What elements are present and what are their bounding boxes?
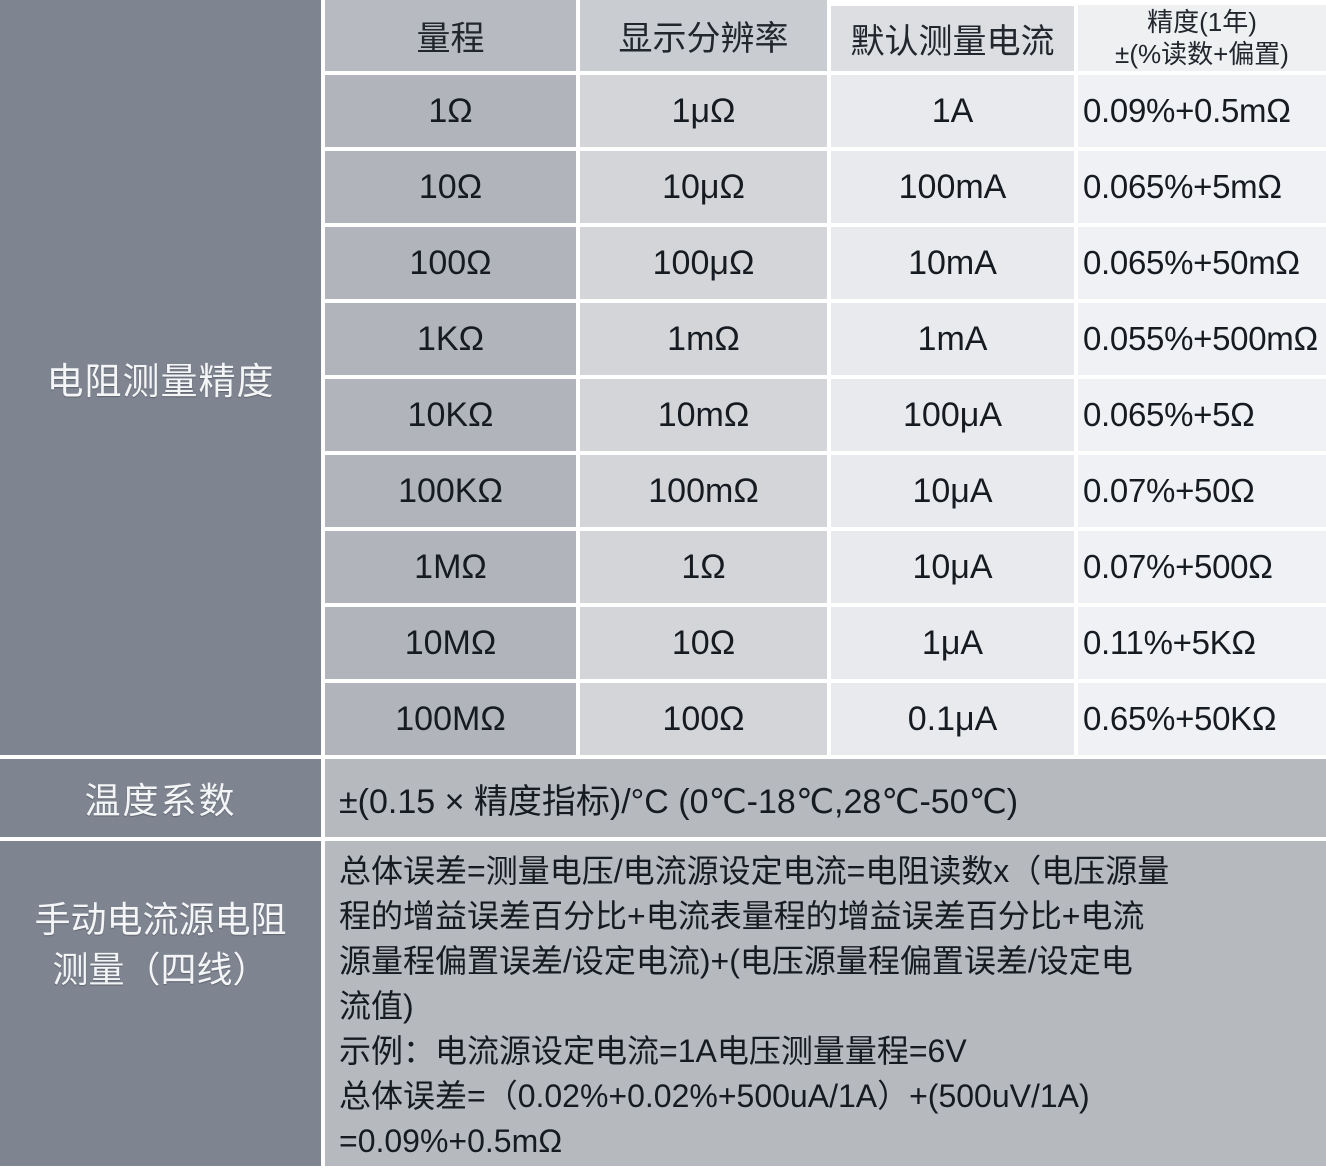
range-cell: 10MΩ	[325, 607, 576, 679]
header-accuracy-line2: ±(%读数+偏置)	[1115, 39, 1289, 69]
resolution-cell: 100mΩ	[580, 455, 827, 527]
range-cell: 100Ω	[325, 227, 576, 299]
section-label-temperature-coefficient: 温度系数	[0, 759, 321, 837]
current-cell: 10μA	[831, 455, 1074, 527]
header-accuracy: 精度(1年) ±(%读数+偏置)	[1078, 0, 1326, 71]
resolution-cell: 100μΩ	[580, 227, 827, 299]
range-cell: 100MΩ	[325, 683, 576, 755]
range-cell: 1KΩ	[325, 303, 576, 375]
temperature-coefficient-value: ±(0.15 × 精度指标)/°C (0℃-18℃,28℃-50℃)	[325, 759, 1326, 837]
accuracy-cell: 0.07%+50Ω	[1078, 455, 1326, 527]
accuracy-cell: 0.065%+5Ω	[1078, 379, 1326, 451]
current-cell: 100mA	[831, 151, 1074, 223]
header-accuracy-line1: 精度(1年)	[1147, 6, 1257, 37]
range-cell: 10KΩ	[325, 379, 576, 451]
range-cell: 10Ω	[325, 151, 576, 223]
current-cell: 10μA	[831, 531, 1074, 603]
accuracy-cell: 0.065%+50mΩ	[1078, 227, 1326, 299]
current-cell: 10mA	[831, 227, 1074, 299]
resolution-cell: 10mΩ	[580, 379, 827, 451]
accuracy-cell: 0.11%+5KΩ	[1078, 607, 1326, 679]
current-cell: 0.1μA	[831, 683, 1074, 755]
section-label-manual-source-measurement: 手动电流源电阻 测量（四线）	[0, 841, 321, 1166]
resolution-cell: 1Ω	[580, 531, 827, 603]
current-cell: 100μA	[831, 379, 1074, 451]
accuracy-cell: 0.09%+0.5mΩ	[1078, 75, 1326, 147]
resolution-cell: 100Ω	[580, 683, 827, 755]
header-range: 量程	[325, 0, 576, 71]
manual-source-measurement-text: 总体误差=测量电压/电流源设定电流=电阻读数x（电压源量 程的增益误差百分比+电…	[325, 841, 1326, 1166]
resolution-cell: 1μΩ	[580, 75, 827, 147]
current-cell: 1A	[831, 75, 1074, 147]
accuracy-cell: 0.055%+500mΩ	[1078, 303, 1326, 375]
range-cell: 1Ω	[325, 75, 576, 147]
resolution-cell: 10μΩ	[580, 151, 827, 223]
current-cell: 1mA	[831, 303, 1074, 375]
section-label-resistance-accuracy: 电阻测量精度	[0, 0, 321, 755]
resolution-cell: 10Ω	[580, 607, 827, 679]
resolution-cell: 1mΩ	[580, 303, 827, 375]
range-cell: 1MΩ	[325, 531, 576, 603]
header-resolution: 显示分辨率	[580, 0, 827, 71]
accuracy-cell: 0.07%+500Ω	[1078, 531, 1326, 603]
current-cell: 1μA	[831, 607, 1074, 679]
header-current: 默认测量电流	[831, 0, 1074, 71]
accuracy-cell: 0.65%+50KΩ	[1078, 683, 1326, 755]
accuracy-cell: 0.065%+5mΩ	[1078, 151, 1326, 223]
range-cell: 100KΩ	[325, 455, 576, 527]
